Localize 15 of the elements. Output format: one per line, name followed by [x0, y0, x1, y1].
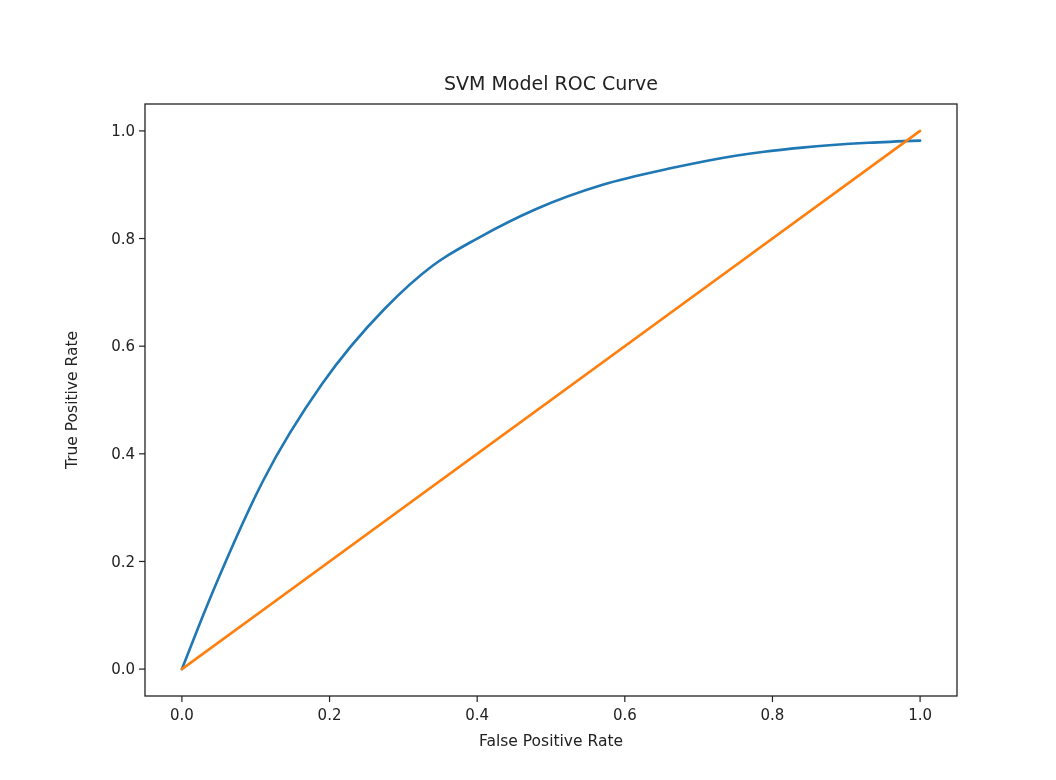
- x-tick-label: 0.4: [465, 706, 490, 724]
- x-tick-label: 0.2: [317, 706, 342, 724]
- y-tick-label: 0.0: [111, 660, 135, 679]
- x-tick-label: 1.0: [908, 706, 933, 724]
- y-tick-label: 0.8: [111, 229, 135, 248]
- x-axis-title: False Positive Rate: [478, 732, 624, 750]
- y-tick-label: 0.4: [111, 445, 135, 464]
- y-axis-title: True Positive Rate: [63, 330, 81, 471]
- x-tick-label: 0.8: [760, 706, 785, 724]
- x-tick-label: 0.0: [169, 706, 194, 724]
- y-tick-label: 0.2: [111, 552, 135, 571]
- chart-title: SVM Model ROC Curve: [443, 72, 659, 94]
- x-tick-label: 0.6: [612, 706, 637, 724]
- y-tick-label: 1.0: [111, 122, 135, 141]
- y-tick-label: 0.6: [111, 337, 135, 356]
